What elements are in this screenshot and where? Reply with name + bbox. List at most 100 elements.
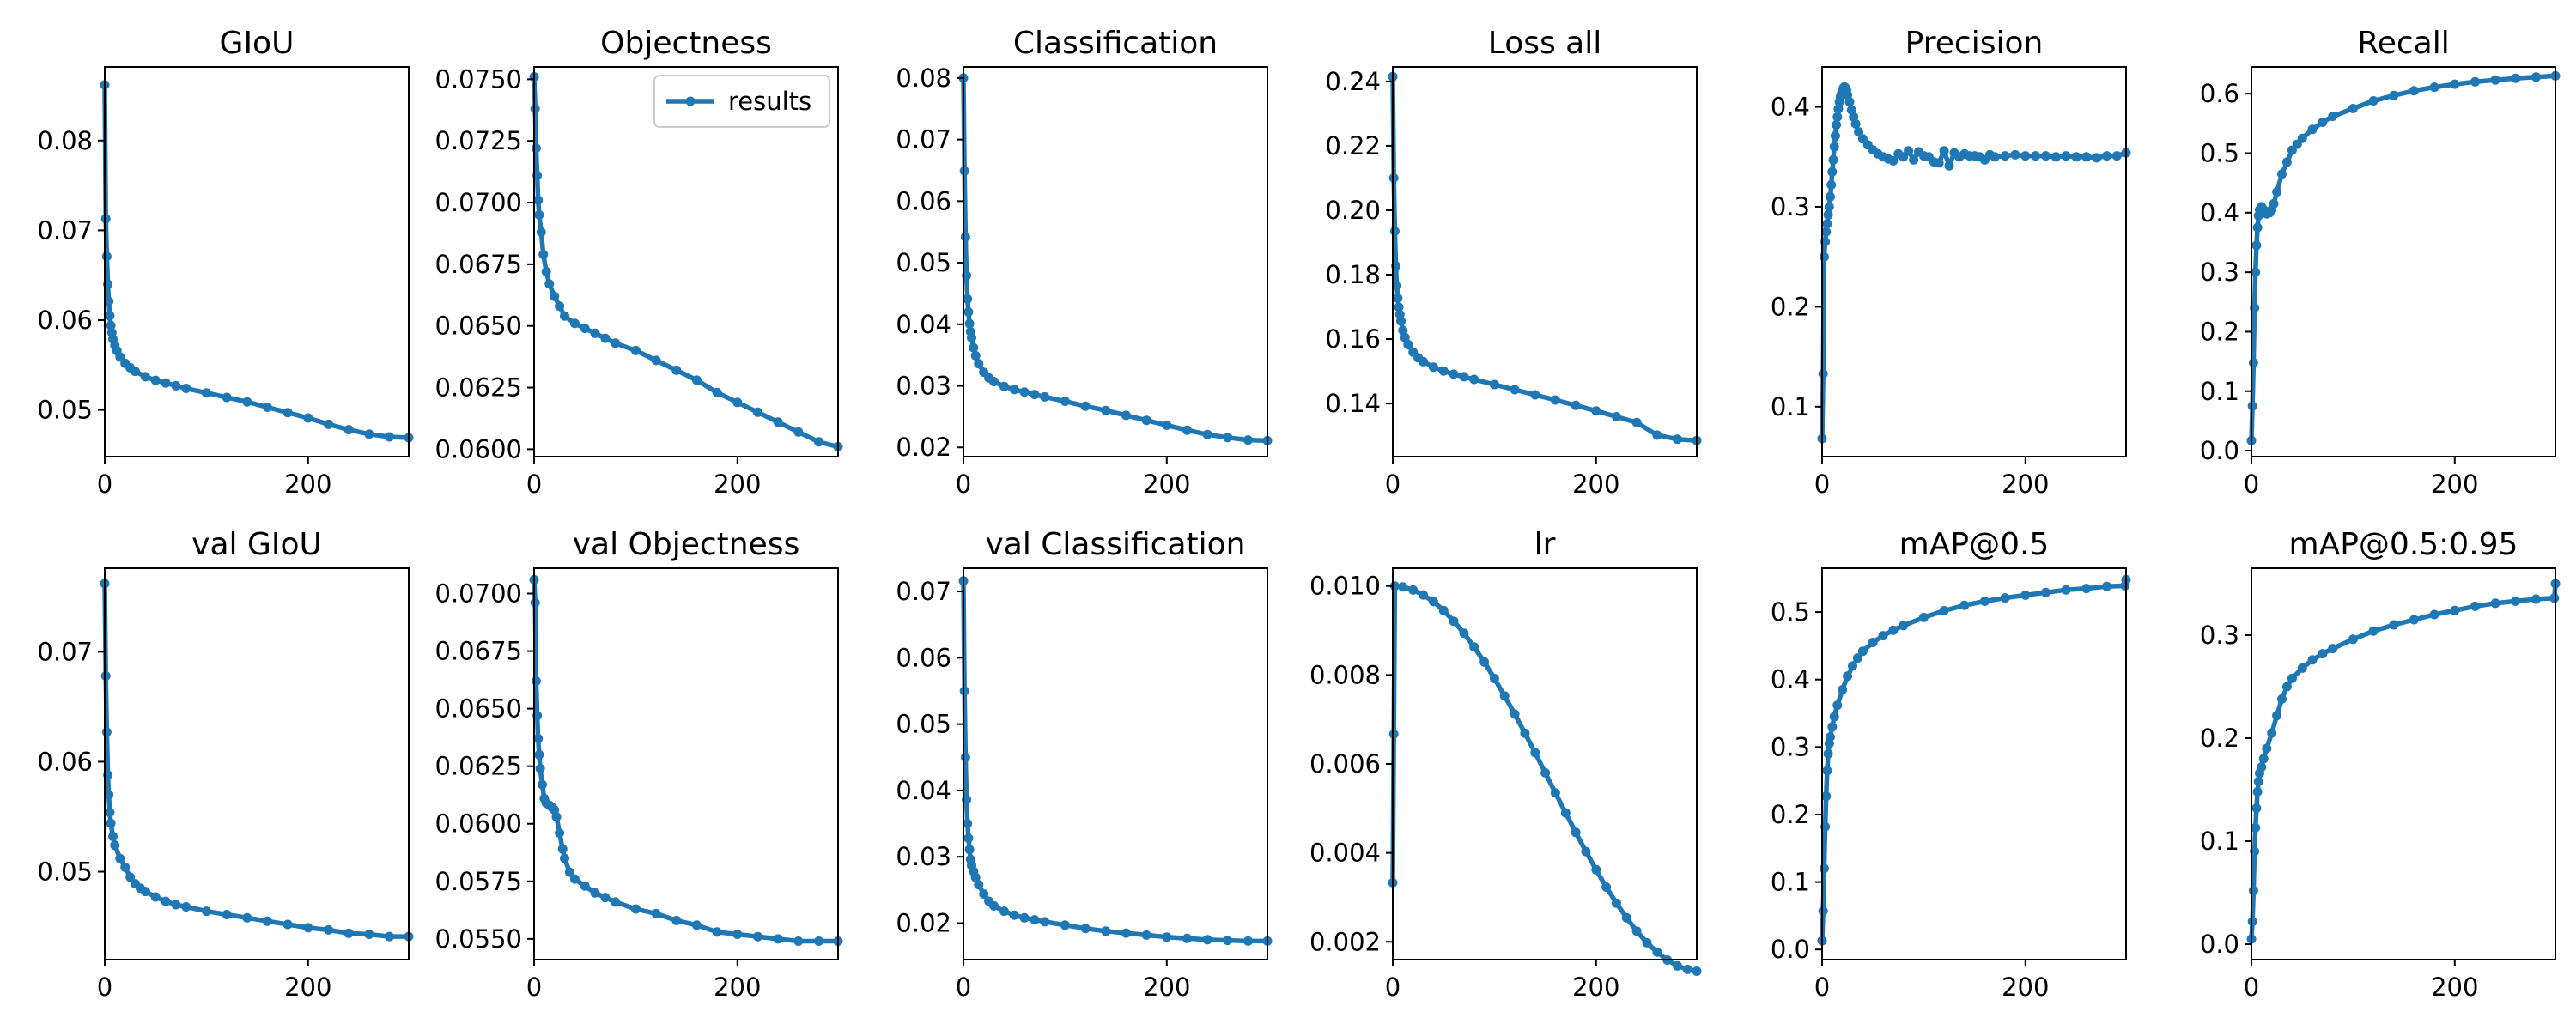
data-point xyxy=(101,727,112,737)
y-tick-label: 0.0650 xyxy=(435,312,522,341)
data-point xyxy=(1821,227,1832,237)
data-point xyxy=(969,342,979,353)
data-point xyxy=(364,429,374,439)
data-point xyxy=(2251,822,2261,833)
y-tick-label: 0.05 xyxy=(896,710,951,739)
axes-frame xyxy=(1392,66,1698,457)
y-tick-label: 0.22 xyxy=(1325,131,1381,161)
data-point xyxy=(1819,251,1829,262)
y-tick-label: 0.03 xyxy=(896,372,951,401)
y-tick-label: 0.2 xyxy=(2200,724,2239,753)
x-tick-label: 0 xyxy=(2244,470,2259,499)
data-point xyxy=(1939,146,1949,156)
data-point xyxy=(2050,152,2061,162)
data-point xyxy=(773,934,783,944)
data-point xyxy=(222,392,232,403)
subplot-title: val Classification xyxy=(985,527,1245,562)
data-point xyxy=(530,597,540,608)
data-point xyxy=(1520,728,1530,738)
data-point xyxy=(2297,133,2307,143)
y-tick-label: 0.20 xyxy=(1325,196,1381,225)
data-point xyxy=(2248,886,2258,896)
data-point xyxy=(364,930,374,939)
data-point xyxy=(1030,915,1040,925)
legend-marker xyxy=(685,96,696,106)
y-tick-label: 0.010 xyxy=(1309,572,1381,601)
data-point xyxy=(1393,293,1403,303)
data-point xyxy=(2277,694,2287,704)
data-point xyxy=(1223,936,1233,946)
data-point xyxy=(2318,118,2328,127)
data-point xyxy=(2257,762,2267,772)
data-point xyxy=(181,902,191,912)
data-point xyxy=(691,920,702,930)
data-point xyxy=(534,209,544,220)
data-point xyxy=(1824,202,1834,212)
data-point xyxy=(533,195,544,205)
data-point xyxy=(1822,219,1832,229)
data-point xyxy=(161,378,171,388)
data-point xyxy=(564,867,574,877)
data-point xyxy=(1821,791,1832,802)
axes-frame xyxy=(2251,66,2556,457)
x-tick-label: 0 xyxy=(2244,972,2259,1002)
y-tick-label: 0.07 xyxy=(896,125,951,154)
x-tick-label: 0 xyxy=(1814,470,1830,499)
data-point xyxy=(1479,657,1490,667)
data-point xyxy=(630,904,641,914)
axes-frame xyxy=(104,66,410,457)
y-tick-label: 0.05 xyxy=(896,248,951,277)
data-point xyxy=(1829,712,1839,722)
data-point xyxy=(1040,917,1050,927)
y-tick-label: 0.0600 xyxy=(435,809,522,839)
data-point xyxy=(150,892,161,902)
data-point xyxy=(959,166,969,176)
data-point xyxy=(544,279,555,289)
x-tick-label: 200 xyxy=(284,972,331,1002)
data-point xyxy=(115,853,125,863)
series-line xyxy=(102,82,411,440)
data-point xyxy=(1819,863,1829,874)
data-point xyxy=(2248,358,2258,367)
data-point xyxy=(1591,406,1601,416)
data-point xyxy=(1019,912,1030,923)
y-tick-label: 0.2 xyxy=(2200,317,2239,346)
y-tick-label: 0.08 xyxy=(896,64,951,93)
y-tick-label: 0.14 xyxy=(1325,389,1381,418)
data-point xyxy=(2092,153,2102,163)
data-point xyxy=(1040,391,1050,402)
data-point xyxy=(303,413,313,423)
data-point xyxy=(343,425,354,435)
data-point xyxy=(1182,933,1192,943)
data-point xyxy=(131,367,140,377)
y-tick-label: 0.0700 xyxy=(435,188,522,217)
data-point xyxy=(2307,655,2318,665)
data-point xyxy=(999,381,1009,391)
data-point xyxy=(1939,606,1949,615)
subplot-title: Precision xyxy=(1905,26,2044,61)
subplot-panel: Recall 0.0 0.1 0.2 0.3 0.4 0.5 0.6 0 200 xyxy=(2200,26,2561,499)
legend: results xyxy=(653,75,830,128)
data-point xyxy=(1854,127,1864,137)
data-point xyxy=(140,887,150,897)
data-point xyxy=(1827,167,1838,177)
x-tick-label: 0 xyxy=(526,470,542,499)
data-point xyxy=(630,345,641,355)
subplot-panel: val Classification 0.02 0.03 0.04 0.05 0.06 0.… xyxy=(896,527,1273,1002)
data-point xyxy=(2081,584,2092,594)
y-tick-label: 0.0550 xyxy=(435,924,522,954)
data-point xyxy=(1489,379,1499,390)
subplot-title: Recall xyxy=(2357,26,2449,61)
data-point xyxy=(201,906,211,917)
data-point xyxy=(201,388,211,398)
axes-frame xyxy=(533,567,839,960)
y-tick-label: 0.24 xyxy=(1325,67,1381,96)
data-point xyxy=(773,417,783,427)
data-point xyxy=(989,377,999,386)
y-tick-label: 0.0675 xyxy=(435,250,522,279)
data-point xyxy=(531,676,541,686)
data-point xyxy=(2111,151,2122,161)
data-point xyxy=(1822,766,1832,776)
y-tick-label: 0.08 xyxy=(37,126,93,155)
